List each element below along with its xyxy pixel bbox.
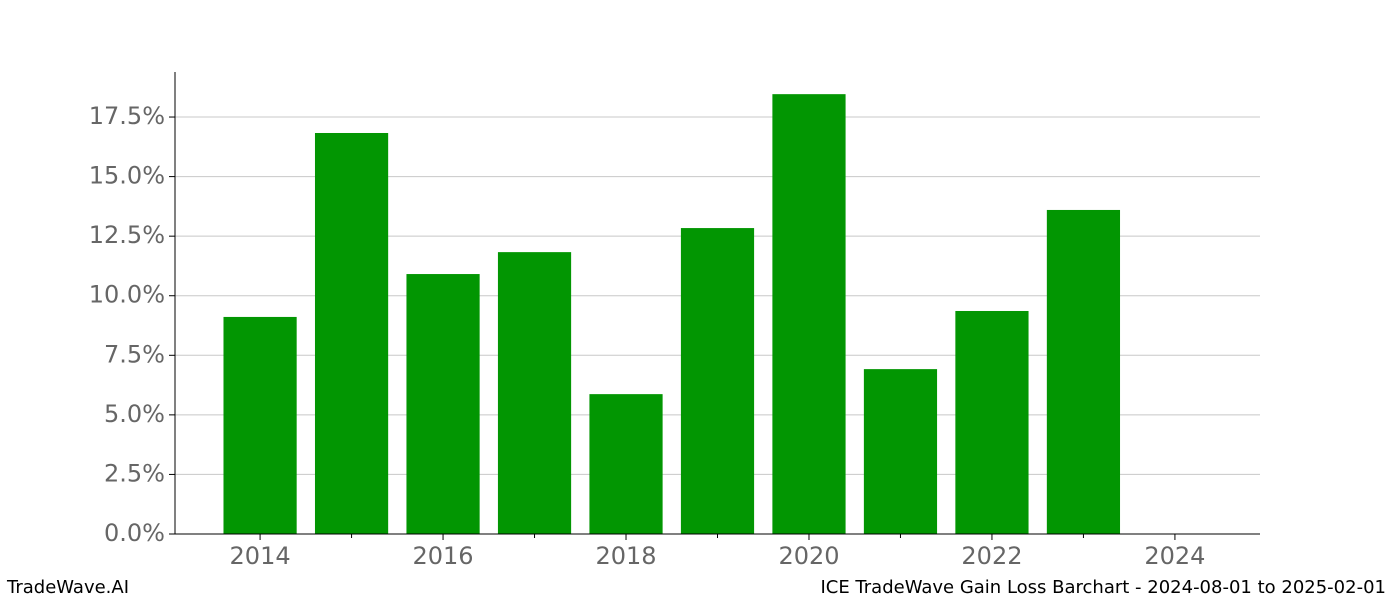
y-tick-label: 17.5% [89, 102, 165, 130]
y-tick-label: 12.5% [89, 221, 165, 249]
x-tick-label: 2022 [961, 542, 1022, 570]
bar [406, 274, 480, 534]
x-tick-label: 2014 [230, 542, 291, 570]
y-tick-label: 15.0% [89, 162, 165, 190]
footer-brand: TradeWave.AI [6, 577, 129, 598]
bar [1046, 209, 1121, 535]
y-tick-label: 5.0% [104, 400, 165, 428]
y-tick-label: 2.5% [104, 459, 165, 487]
bar [589, 394, 663, 534]
x-tick-label: 2016 [413, 542, 474, 570]
y-tick-label: 7.5% [104, 340, 165, 368]
x-tick-label: 2024 [1144, 542, 1205, 570]
x-tick-label: 2018 [595, 542, 656, 570]
bar [314, 132, 389, 534]
x-tick-label: 2020 [778, 542, 839, 570]
bar [497, 252, 572, 535]
bar [863, 369, 938, 534]
footer-caption: ICE TradeWave Gain Loss Barchart - 2024-… [820, 577, 1386, 598]
bar [680, 228, 755, 534]
bar [772, 94, 846, 534]
bar [955, 310, 1029, 534]
bar [223, 316, 297, 534]
y-tick-label: 10.0% [89, 281, 165, 309]
y-tick-label: 0.0% [104, 519, 165, 547]
